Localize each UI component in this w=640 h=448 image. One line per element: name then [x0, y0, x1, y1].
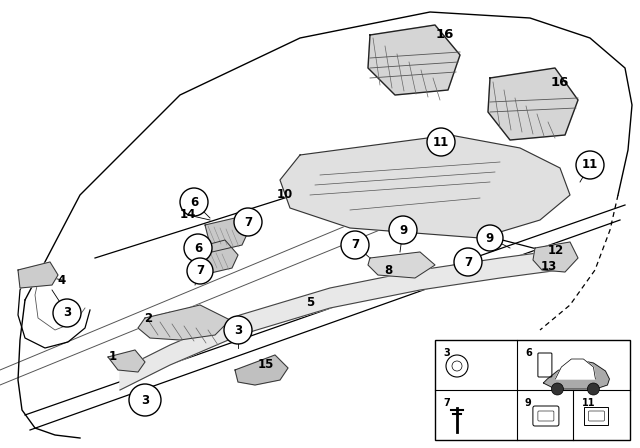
Text: 9: 9	[486, 232, 494, 245]
Polygon shape	[488, 68, 578, 140]
Text: 7: 7	[196, 264, 204, 277]
Text: 16: 16	[436, 29, 454, 42]
Text: 6: 6	[194, 241, 202, 254]
Polygon shape	[556, 359, 595, 379]
Circle shape	[180, 188, 208, 216]
Text: 10: 10	[277, 189, 293, 202]
Text: 3: 3	[63, 306, 71, 319]
Polygon shape	[18, 262, 58, 288]
Circle shape	[224, 316, 252, 344]
Circle shape	[552, 383, 563, 395]
Circle shape	[187, 258, 213, 284]
Polygon shape	[205, 218, 248, 252]
Text: 11: 11	[582, 159, 598, 172]
Text: 8: 8	[384, 263, 392, 276]
Circle shape	[341, 231, 369, 259]
Text: 6: 6	[525, 348, 532, 358]
Text: 3: 3	[234, 323, 242, 336]
Text: 6: 6	[190, 195, 198, 208]
Text: 3: 3	[141, 393, 149, 406]
Polygon shape	[195, 240, 238, 275]
Circle shape	[477, 225, 503, 251]
Text: 3: 3	[443, 348, 450, 358]
Circle shape	[234, 208, 262, 236]
Text: 14: 14	[180, 208, 196, 221]
Text: 7: 7	[351, 238, 359, 251]
Text: 11: 11	[582, 398, 595, 408]
Polygon shape	[108, 350, 145, 372]
Polygon shape	[533, 242, 578, 272]
Text: 12: 12	[548, 244, 564, 257]
Text: 16: 16	[551, 76, 569, 89]
Text: 4: 4	[58, 273, 66, 287]
Text: 9: 9	[525, 398, 532, 408]
Polygon shape	[368, 252, 435, 278]
Text: 11: 11	[433, 135, 449, 148]
Circle shape	[129, 384, 161, 416]
Polygon shape	[368, 25, 460, 95]
Text: 7: 7	[464, 255, 472, 268]
Bar	[435, 340, 630, 440]
Circle shape	[427, 128, 455, 156]
Text: 9: 9	[399, 224, 407, 237]
Polygon shape	[543, 361, 609, 389]
Circle shape	[588, 383, 600, 395]
Text: 13: 13	[541, 260, 557, 273]
Text: 5: 5	[306, 296, 314, 309]
Circle shape	[184, 234, 212, 262]
Text: 2: 2	[144, 311, 152, 324]
Circle shape	[576, 151, 604, 179]
Text: 7: 7	[443, 398, 450, 408]
Polygon shape	[280, 135, 570, 238]
Polygon shape	[138, 305, 230, 340]
Polygon shape	[235, 355, 288, 385]
Text: 15: 15	[258, 358, 274, 371]
Circle shape	[53, 299, 81, 327]
Text: 1: 1	[109, 350, 117, 363]
Text: 7: 7	[244, 215, 252, 228]
Polygon shape	[120, 250, 560, 390]
Circle shape	[389, 216, 417, 244]
Circle shape	[454, 248, 482, 276]
